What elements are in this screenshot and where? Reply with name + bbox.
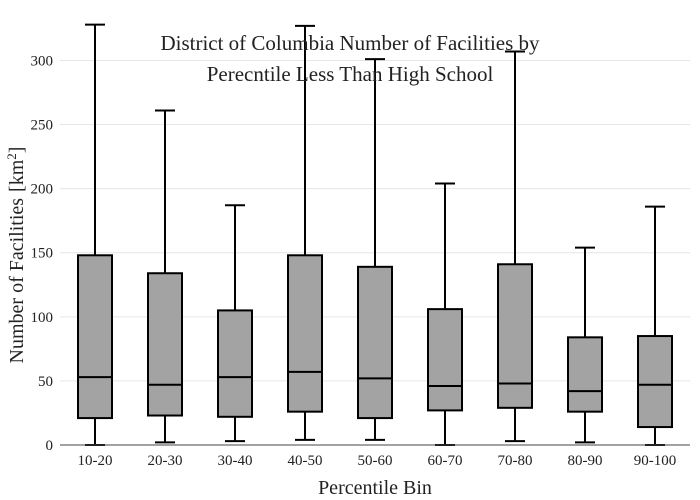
iqr-box	[217, 309, 253, 418]
x-tick-label: 50-60	[358, 453, 393, 469]
iqr-box	[147, 272, 183, 417]
y-tick-label: 250	[31, 118, 54, 134]
y-tick-label: 50	[38, 374, 53, 390]
box-series	[77, 23, 673, 446]
y-axis-unit: [km	[6, 159, 28, 192]
x-tick-label: 70-80	[498, 453, 533, 469]
chart-title-line-2: Perecntile Less Than High School	[207, 62, 494, 86]
y-tick-label: 100	[31, 310, 54, 326]
x-tick-label: 20-30	[148, 453, 183, 469]
x-tick-label: 80-90	[568, 453, 603, 469]
y-axis-label: Number of Facilities [km2]	[4, 147, 28, 364]
x-tick-label: 60-70	[428, 453, 463, 469]
iqr-box	[287, 254, 323, 413]
iqr-box	[637, 335, 673, 429]
iqr-box	[427, 308, 463, 412]
y-tick-label: 200	[31, 182, 54, 198]
y-axis-ticks: 0 50 100 150 200 250 300	[31, 53, 54, 454]
y-axis-label-text: Number of Facilities	[6, 198, 28, 364]
x-tick-label: 40-50	[288, 453, 323, 469]
y-axis-unit-close: ]	[6, 147, 28, 154]
box-10-20	[77, 23, 113, 446]
iqr-box	[497, 263, 533, 409]
y-axis-unit-superscript: 2	[4, 153, 19, 160]
box-90-100	[637, 205, 673, 446]
x-tick-label: 10-20	[78, 453, 113, 469]
x-tick-label: 90-100	[634, 453, 677, 469]
iqr-box	[567, 336, 603, 413]
y-tick-label: 150	[31, 246, 54, 262]
box-50-60	[357, 58, 393, 441]
box-70-80	[497, 50, 533, 443]
box-80-90	[567, 246, 603, 444]
box-30-40	[217, 204, 253, 443]
iqr-box	[77, 254, 113, 420]
iqr-box	[357, 265, 393, 420]
x-tick-label: 30-40	[218, 453, 253, 469]
box-60-70	[427, 182, 463, 446]
chart-title-line-1: District of Columbia Number of Facilitie…	[160, 31, 540, 55]
y-tick-label: 0	[46, 438, 54, 454]
box-40-50	[287, 24, 323, 441]
box-20-30	[147, 109, 183, 444]
y-tick-label: 300	[31, 53, 54, 69]
x-axis-label: Percentile Bin	[318, 477, 432, 499]
x-axis-ticks: 10-20 20-30 30-40 40-50 50-60 60-70 70-80 80-90…	[78, 453, 677, 469]
